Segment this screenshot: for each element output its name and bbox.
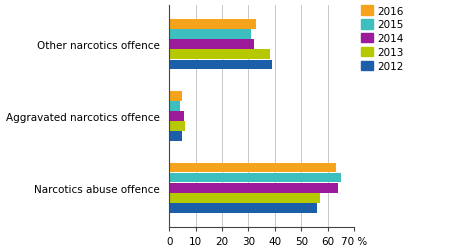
Bar	[169, 164, 336, 173]
Bar	[169, 204, 317, 213]
Bar	[169, 183, 338, 193]
Bar	[169, 132, 183, 141]
Bar	[169, 102, 180, 111]
Bar	[169, 50, 270, 59]
Bar	[169, 30, 251, 40]
Bar	[169, 112, 184, 121]
Bar	[169, 92, 183, 101]
Bar	[169, 194, 320, 203]
Legend: 2016, 2015, 2014, 2013, 2012: 2016, 2015, 2014, 2013, 2012	[361, 6, 403, 72]
Bar	[169, 60, 272, 70]
Bar	[169, 122, 185, 131]
Bar	[169, 20, 257, 29]
Bar	[169, 173, 341, 183]
Bar	[169, 40, 254, 50]
